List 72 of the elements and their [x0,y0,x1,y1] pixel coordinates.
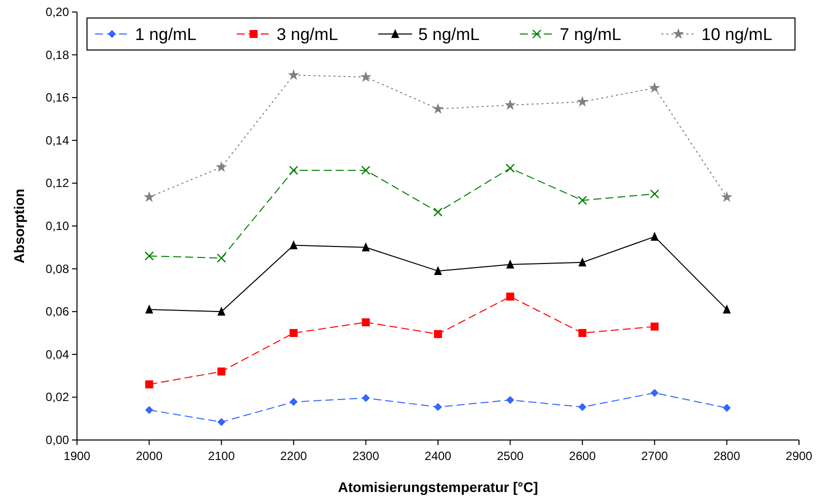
point [578,403,586,412]
y-tick-label: 0,14 [46,133,70,148]
point [217,306,226,316]
point [289,166,298,175]
point [650,322,659,331]
point [722,304,731,314]
x-tick-label: 2600 [569,449,596,463]
point [290,329,298,337]
x-tick-label: 2000 [136,449,163,463]
point [360,71,372,82]
point [721,191,732,202]
point [144,251,154,261]
point [145,380,154,388]
point [432,102,444,114]
y-tick-label: 0,12 [46,176,70,190]
point [506,164,515,173]
point [434,266,442,275]
point [433,207,443,217]
x-tick-label: 2300 [352,449,380,463]
x-axis-title: Atomisierungstemperatur [°C] [338,479,538,495]
point [290,398,298,406]
point [362,394,370,402]
y-tick-label: 0,20 [46,5,70,19]
legend-label: 1 ng/mL [135,25,196,44]
x-tick-label: 2400 [424,449,452,463]
point [288,69,300,80]
y-tick-label: 0,08 [46,262,70,276]
x-tick-label: 1900 [64,449,91,463]
point [434,330,442,338]
y-tick-label: 0,00 [46,433,70,447]
point [650,232,659,241]
x-tick-label: 2700 [641,449,668,463]
point [506,292,514,301]
point [290,240,298,250]
y-tick-label: 0,06 [46,304,70,319]
point [578,329,586,337]
point [434,403,442,412]
legend-label: 7 ng/mL [560,25,622,44]
y-tick-label: 0,10 [46,219,70,233]
point [506,396,514,404]
y-tick-label: 0,18 [46,48,70,62]
point [648,82,660,93]
x-tick-label: 2200 [280,449,308,463]
point [722,404,731,412]
point [578,257,586,266]
point [145,406,154,414]
legend-label: 3 ng/mL [276,25,338,44]
legend-label: 10 ng/mL [701,25,772,44]
point [504,99,516,110]
y-tick-label: 0,02 [46,390,70,404]
point [362,242,370,252]
point [576,96,588,107]
point [578,196,587,205]
point [145,304,154,314]
x-tick-label: 2800 [713,449,740,463]
point [216,254,226,263]
point [650,189,660,198]
point [362,318,370,326]
point [216,161,228,172]
point [217,368,226,376]
x-tick-label: 2900 [786,449,813,463]
point [361,166,370,175]
x-tick-label: 2500 [496,449,524,463]
y-tick-label: 0,04 [46,347,70,362]
legend-label: 5 ng/mL [418,25,480,44]
point [217,418,226,426]
y-axis-title: Absorption [11,188,27,264]
point [650,388,659,397]
x-tick-label: 2100 [208,449,236,463]
y-tick-label: 0,16 [46,90,70,105]
point [144,191,155,202]
point [506,260,514,269]
